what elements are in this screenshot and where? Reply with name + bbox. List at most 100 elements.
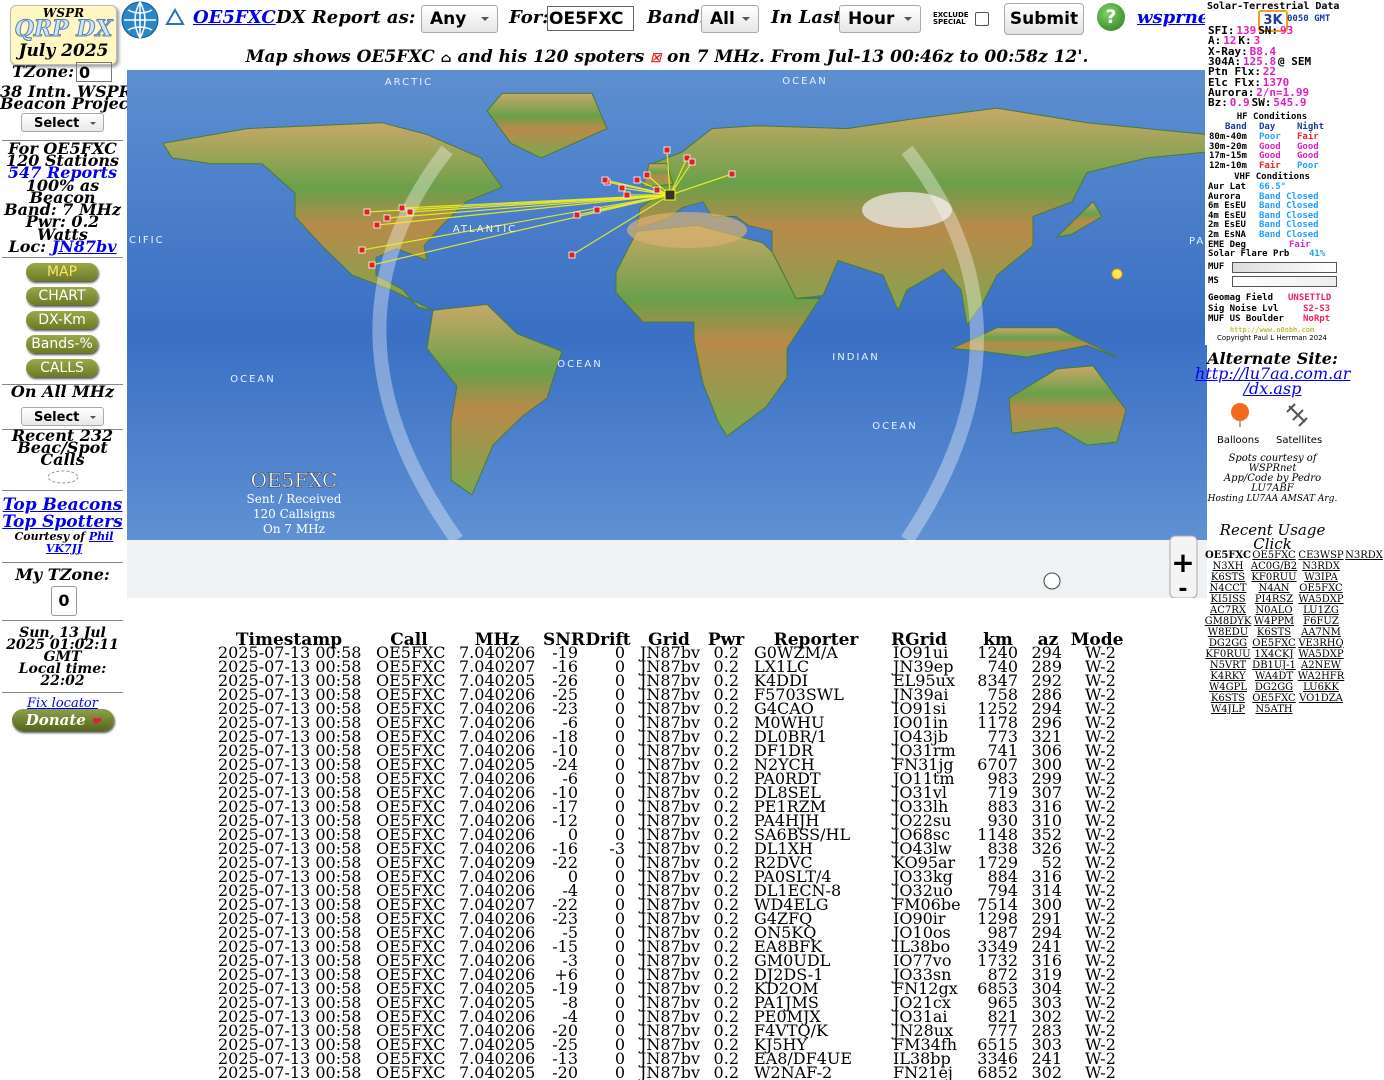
usage-call[interactable]: N0ALO [1255, 605, 1293, 616]
calls-icon[interactable] [46, 469, 80, 485]
usage-call[interactable]: W4GPL [1209, 682, 1247, 693]
table-cell: 7.040206 [459, 713, 536, 732]
top-beacons[interactable]: Top Beacons [2, 495, 123, 515]
usage-call[interactable]: VO1DZA [1299, 693, 1343, 704]
usage-call[interactable]: DB1UJ-1 [1252, 660, 1296, 671]
table-cell: JN87bv [640, 657, 701, 676]
exclude-checkbox[interactable] [975, 12, 989, 26]
usage-call[interactable]: OE5FXC [1252, 638, 1296, 649]
usage-call[interactable]: W4JLP [1210, 704, 1246, 715]
zoom-control[interactable] [1169, 535, 1198, 598]
nav-button[interactable]: CALLS [26, 359, 98, 377]
nav-button[interactable]: MAP [26, 263, 98, 281]
loc-link[interactable]: JN87bv [51, 237, 117, 256]
tzone-input[interactable]: 0 [76, 62, 112, 82]
usage-call[interactable]: KF0RUU [1205, 649, 1251, 660]
usage-call[interactable]: WA5DXP [1298, 649, 1344, 660]
usage-call[interactable]: AA7NM [1301, 627, 1341, 638]
usage-call[interactable]: N5ATH [1255, 704, 1293, 715]
usage-call[interactable]: F6FUZ [1303, 616, 1339, 627]
usage-call[interactable]: KF0RUU [1251, 572, 1297, 583]
band-select[interactable]: All [701, 5, 759, 33]
usage-call[interactable]: N3RDX [1345, 550, 1383, 561]
call-link[interactable]: OE5FXC [193, 7, 276, 28]
table-cell: 2025-07-13 00:58 [218, 797, 362, 816]
usage-call[interactable]: PI4RSZ [1254, 594, 1294, 605]
usage-call[interactable]: LU1ZG [1303, 605, 1339, 616]
table-cell: 7.040205 [459, 993, 536, 1012]
world-map[interactable]: ARCTIC OCEAN CIFIC ATLANTIC OCEAN INDIAN OCEAN… [127, 70, 1207, 598]
table-cell: 352 [1031, 825, 1062, 844]
table-cell: SA6BSS/HL [754, 825, 851, 844]
usage-call[interactable]: GM8DYK [1204, 616, 1252, 627]
usage-call[interactable]: K6STS [1210, 572, 1246, 583]
balloon-icon[interactable] [1229, 402, 1251, 428]
usage-call[interactable]: AC7RX [1210, 605, 1246, 616]
nav-button[interactable]: CHART [26, 287, 98, 305]
table-cell: 777 [987, 1021, 1018, 1040]
table-cell: 0.2 [713, 951, 739, 970]
beacon-select[interactable]: Select [21, 113, 104, 132]
usage-call[interactable]: N3XH [1212, 561, 1244, 572]
alt-link-2[interactable]: /dx.asp [1243, 379, 1302, 398]
usage-call[interactable]: K6STS [1210, 693, 1246, 704]
solar-badge[interactable]: 3K [1258, 10, 1288, 32]
usage-call[interactable]: 1X4CKJ [1254, 649, 1294, 660]
table-cell: 0.2 [713, 979, 739, 998]
table-cell: 0.2 [713, 937, 739, 956]
alt-link-1[interactable]: http://lu7aa.com.ar [1195, 364, 1351, 383]
for-input[interactable]: OE5FXC [547, 6, 634, 31]
reports-link[interactable]: 547 Reports [7, 163, 118, 182]
table-cell: 0 [614, 909, 625, 928]
usage-call[interactable]: W8EDU [1207, 627, 1249, 638]
table-cell: 7.040206 [459, 685, 536, 704]
usage-call[interactable]: OE5FXC [1299, 583, 1343, 594]
usage-call[interactable]: DG2GG [1254, 682, 1294, 693]
donate-button[interactable]: Donate ❤ [12, 709, 114, 731]
usage-call[interactable]: DG2GG [1208, 638, 1248, 649]
fix-locator[interactable]: Fix locator [27, 696, 98, 711]
mhz-select[interactable]: Select [21, 407, 104, 426]
triangle-icon[interactable] [165, 8, 185, 26]
table-cell: 302 [1031, 1007, 1062, 1026]
usage-call[interactable]: WA2HFR [1297, 671, 1345, 682]
usage-call[interactable]: OE5FXC [1252, 550, 1296, 561]
usage-call[interactable]: A2NEW [1301, 660, 1341, 671]
table-cell: OE5FXC [376, 671, 446, 690]
usage-call[interactable]: KI5ISS [1210, 594, 1246, 605]
zoom-out[interactable]: - [1178, 577, 1187, 598]
usage-call[interactable]: WA5DXP [1298, 594, 1344, 605]
top-spotters[interactable]: Top Spotters [2, 512, 123, 532]
usage-call[interactable]: CE3WSP [1298, 550, 1344, 561]
usage-call[interactable]: N5VRT [1209, 660, 1247, 671]
usage-call[interactable]: OE5FXC [1252, 693, 1296, 704]
local-label: Local time: [18, 661, 107, 677]
usage-call[interactable]: WA4DT [1254, 671, 1294, 682]
usage-call[interactable]: K4RKY [1210, 671, 1246, 682]
usage-call[interactable]: N4AN [1258, 583, 1290, 594]
usage-call[interactable]: N3RDX [1302, 561, 1340, 572]
satellite-icon[interactable] [1285, 402, 1309, 428]
usage-call[interactable]: W4PPM [1253, 616, 1295, 627]
my-tzone-input[interactable]: 0 [51, 586, 77, 616]
submit-button[interactable]: Submit [1004, 3, 1084, 35]
usage-call[interactable]: AC0G/B2 [1250, 561, 1298, 572]
nav-button[interactable]: DX-Km [26, 311, 98, 329]
zoom-in[interactable]: + [1171, 546, 1194, 579]
globe-icon[interactable] [120, 0, 160, 40]
ms-bar [1232, 276, 1337, 287]
help-button[interactable]: ? [1097, 3, 1125, 31]
courtesy-link[interactable]: Phil VK7JJ [45, 530, 114, 555]
usage-call[interactable]: W3IPA [1304, 572, 1338, 583]
logo[interactable]: WSPR QRP DX July 2025 [10, 5, 117, 65]
usage-call[interactable]: OE5FXC [1205, 550, 1251, 561]
usage-call[interactable]: N4CCT [1209, 583, 1247, 594]
last-select[interactable]: Hour [839, 5, 921, 33]
nav-button[interactable]: Bands-% [26, 335, 98, 353]
usage-call[interactable]: LU6KK [1303, 682, 1339, 693]
report-select[interactable]: Any [421, 5, 498, 33]
table-cell: 883 [987, 797, 1018, 816]
usage-call[interactable]: K6STS [1256, 627, 1292, 638]
usage-call[interactable]: VE3RHQ [1298, 638, 1344, 649]
solar-widget[interactable]: Solar-Terrestrial Data 3K 0050 GMT SFI: 139 S… [1205, 0, 1340, 345]
